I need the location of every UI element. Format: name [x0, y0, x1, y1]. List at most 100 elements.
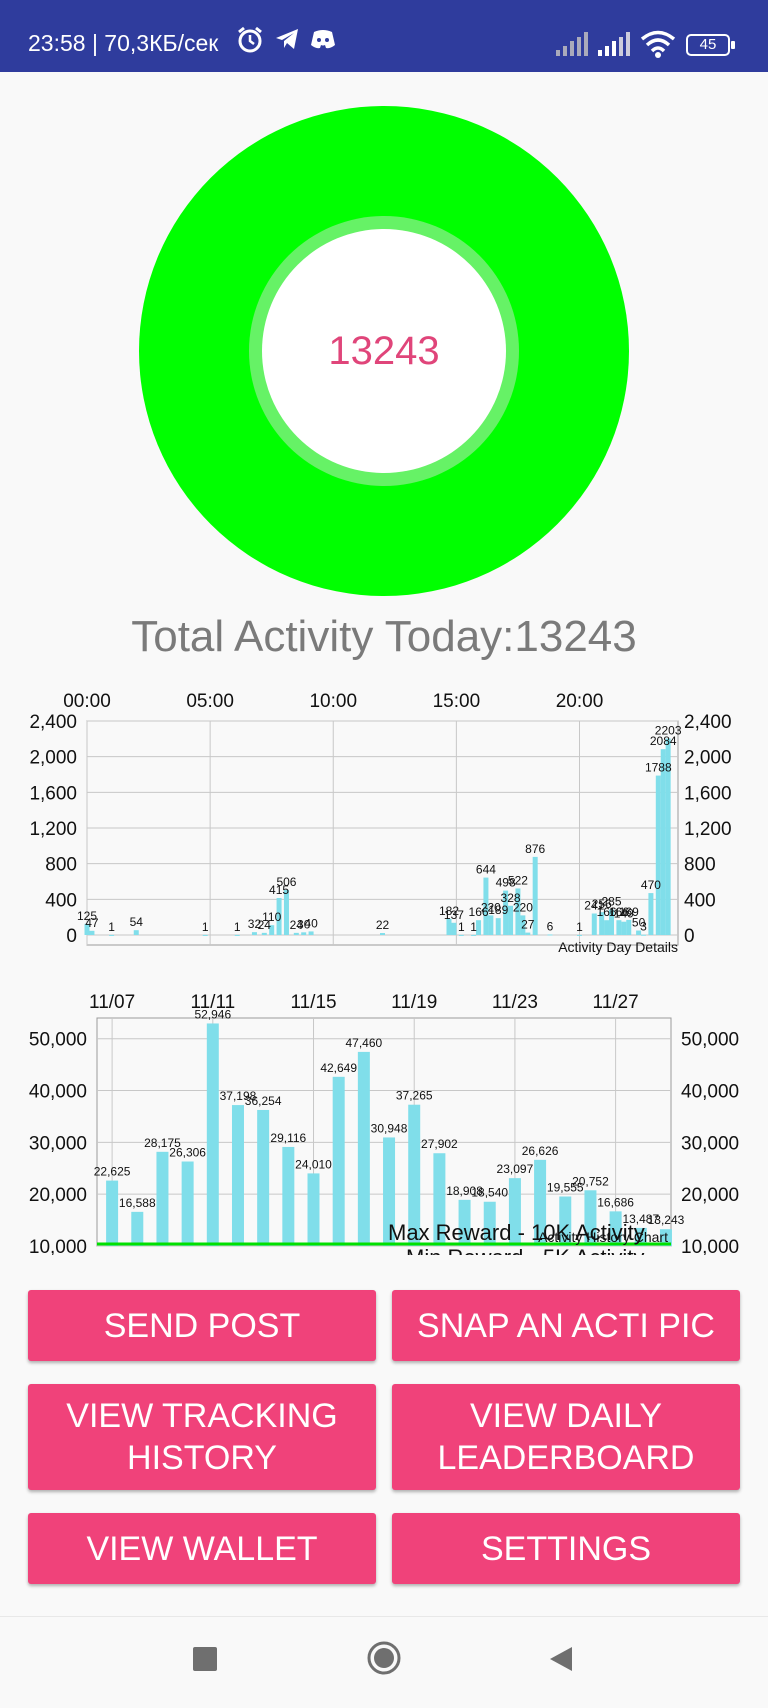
status-time: 23:58 | 70,3КБ/сек [28, 30, 219, 56]
day-bar-label: 415 [269, 883, 289, 897]
view-tracking-history-button[interactable]: VIEW TRACKING HISTORY [28, 1384, 376, 1490]
day-bar [283, 889, 289, 935]
snap-acti-pic-button[interactable]: SNAP AN ACTI PIC [392, 1290, 740, 1361]
day-y-tick-left: 2,400 [29, 712, 77, 733]
day-bar-label: 6 [547, 919, 554, 933]
history-bar-label: 37,198 [220, 1089, 257, 1103]
history-bar-label: 19,555 [547, 1180, 584, 1194]
day-x-tick: 00:00 [63, 691, 111, 712]
history-bar [332, 1076, 345, 1246]
day-y-tick-right: 800 [684, 855, 716, 876]
day-bar [251, 932, 257, 935]
day-bar [109, 934, 115, 936]
activity-ring: 13243 [139, 106, 629, 596]
day-bar [451, 922, 457, 935]
day-bar-label: 876 [525, 842, 545, 856]
day-bar-label: 498 [496, 876, 516, 890]
history-x-tick: 11/19 [391, 992, 437, 1013]
activity-ring-graphic [139, 106, 629, 596]
day-bar [308, 931, 314, 935]
discord-icon [311, 30, 335, 49]
signal-icon [598, 32, 630, 56]
history-bar-label: 30,948 [371, 1121, 408, 1135]
day-bar-label: 30 [297, 917, 311, 931]
day-bar-label: 256 [592, 897, 612, 911]
day-y-tick-left: 1,200 [29, 819, 77, 840]
history-bar-label: 13,487 [622, 1212, 659, 1226]
wifi-icon [640, 30, 676, 58]
day-bar [269, 925, 275, 935]
settings-button[interactable]: SETTINGS [392, 1513, 740, 1584]
day-chart-description: Activity Day Details [558, 939, 678, 955]
day-bar-label: 189 [488, 903, 508, 917]
day-x-tick: 10:00 [309, 691, 357, 712]
history-bar [483, 1201, 496, 1246]
history-bar-label: 23,097 [497, 1162, 534, 1176]
history-bar-label: 26,306 [169, 1146, 206, 1160]
day-bar-label: 1788 [645, 761, 672, 775]
history-y-tick-right: 30,000 [681, 1133, 739, 1154]
day-bar-label: 241 [584, 899, 604, 913]
day-bar-label: 169 [619, 905, 639, 919]
day-bar [577, 934, 582, 936]
day-bar-label: 32 [248, 917, 262, 931]
history-bar-label: 36,254 [245, 1094, 282, 1108]
day-bar [301, 932, 307, 935]
history-bar [508, 1178, 521, 1246]
history-bar-label: 16,588 [119, 1196, 156, 1210]
history-y-tick-left: 50,000 [29, 1030, 87, 1051]
day-bar [626, 919, 632, 935]
day-bar [276, 897, 282, 935]
day-bar-label: 47 [85, 916, 99, 930]
recents-square-icon[interactable] [193, 1647, 217, 1671]
history-bar [534, 1159, 547, 1246]
day-bar [520, 915, 526, 935]
history-y-tick-right: 50,000 [681, 1030, 739, 1051]
history-bar [383, 1137, 396, 1246]
day-bar [458, 934, 464, 936]
history-bar-label: 26,626 [522, 1144, 559, 1158]
history-chart-description: Activity History Chart [538, 1229, 668, 1245]
day-bar-label: 1 [202, 920, 209, 934]
day-bar [515, 888, 521, 935]
day-bar [648, 893, 654, 935]
history-y-tick-left: 40,000 [29, 1082, 87, 1103]
day-bar-label: 3 [640, 920, 647, 934]
day-bar-label: 522 [508, 873, 528, 887]
day-bar [547, 934, 553, 936]
history-x-tick: 11/11 [190, 992, 235, 1013]
history-bar-label: 18,540 [471, 1186, 508, 1200]
back-triangle-icon[interactable] [546, 1645, 574, 1673]
history-bar-label: 27,902 [421, 1137, 458, 1151]
history-bar [181, 1161, 194, 1246]
day-y-tick-right: 2,000 [684, 748, 732, 769]
history-y-tick-left: 30,000 [29, 1133, 87, 1154]
history-x-tick: 11/15 [290, 992, 336, 1013]
history-bar-label: 20,752 [572, 1174, 609, 1188]
day-y-tick-left: 400 [45, 890, 77, 911]
send-post-button[interactable]: SEND POST [28, 1290, 376, 1361]
history-bar [458, 1199, 471, 1246]
history-bar [659, 1229, 672, 1246]
history-x-tick: 11/07 [89, 992, 135, 1013]
history-bar [433, 1153, 446, 1246]
battery-level: 45 [699, 36, 717, 53]
history-bar-label: 37,265 [396, 1089, 433, 1103]
history-bar [559, 1196, 572, 1246]
day-bar-label: 1 [234, 920, 241, 934]
day-bar [488, 915, 494, 935]
day-bar-label: 470 [641, 878, 661, 892]
day-bar [665, 738, 671, 935]
history-bar [231, 1105, 244, 1246]
view-daily-leaderboard-button[interactable]: VIEW DAILY LEADERBOARD [392, 1384, 740, 1490]
day-bar [508, 905, 514, 935]
home-circle-icon[interactable] [366, 1640, 402, 1676]
day-bar [604, 920, 610, 935]
view-wallet-button[interactable]: VIEW WALLET [28, 1513, 376, 1584]
battery-icon: 45 [686, 34, 735, 56]
day-bar [503, 890, 509, 935]
ring-value: 13243 [328, 328, 440, 373]
history-bar [408, 1104, 421, 1246]
